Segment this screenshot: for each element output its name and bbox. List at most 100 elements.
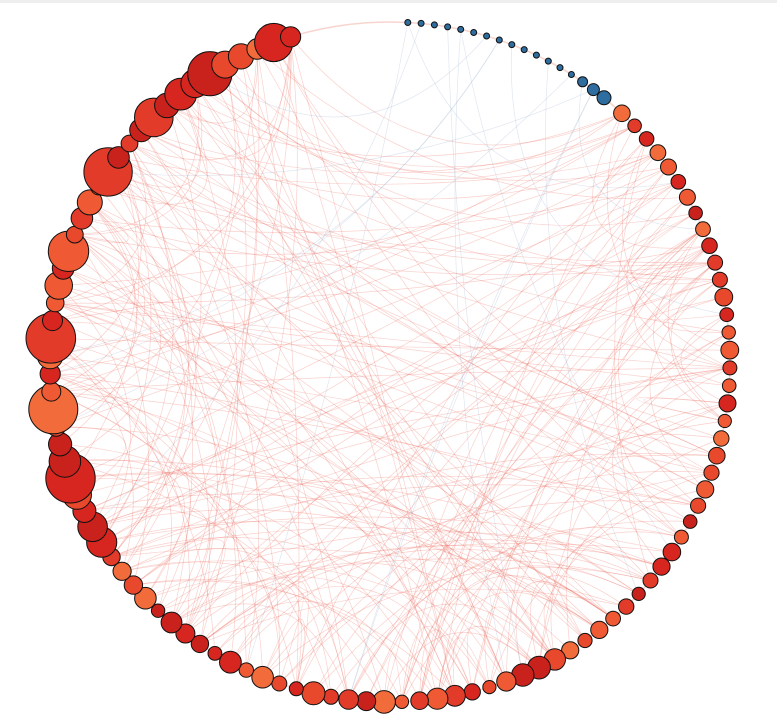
node[interactable] bbox=[112, 561, 132, 581]
edge bbox=[383, 632, 540, 703]
node[interactable] bbox=[338, 689, 359, 710]
node-minor[interactable] bbox=[508, 41, 516, 49]
node[interactable] bbox=[410, 691, 429, 711]
node-minor[interactable] bbox=[586, 83, 600, 97]
edge bbox=[111, 367, 730, 558]
node[interactable] bbox=[301, 681, 326, 706]
node-minor[interactable] bbox=[444, 23, 452, 31]
node[interactable] bbox=[160, 611, 183, 634]
edge-minor bbox=[50, 39, 500, 375]
node[interactable] bbox=[190, 634, 210, 654]
node[interactable] bbox=[48, 432, 73, 457]
node[interactable] bbox=[696, 480, 715, 499]
edge bbox=[209, 73, 720, 281]
node[interactable] bbox=[605, 610, 621, 627]
node[interactable] bbox=[721, 378, 737, 394]
node[interactable] bbox=[577, 632, 593, 649]
node[interactable] bbox=[561, 641, 580, 660]
node[interactable] bbox=[660, 158, 677, 176]
node[interactable] bbox=[673, 529, 689, 545]
node[interactable] bbox=[123, 575, 144, 595]
edge bbox=[101, 516, 672, 553]
edge bbox=[121, 548, 332, 697]
node-minor[interactable] bbox=[483, 32, 491, 40]
node[interactable] bbox=[708, 446, 726, 465]
node-minor[interactable] bbox=[495, 36, 503, 44]
node[interactable] bbox=[251, 665, 274, 689]
node[interactable] bbox=[720, 340, 740, 360]
node[interactable] bbox=[618, 598, 635, 615]
node[interactable] bbox=[394, 694, 410, 709]
edge bbox=[58, 285, 556, 660]
node[interactable] bbox=[42, 310, 63, 332]
node[interactable] bbox=[107, 146, 130, 169]
node[interactable] bbox=[219, 650, 242, 674]
node[interactable] bbox=[631, 586, 646, 602]
edge bbox=[171, 228, 704, 623]
node[interactable] bbox=[711, 271, 728, 288]
node-minor[interactable] bbox=[596, 90, 612, 106]
node[interactable] bbox=[323, 688, 339, 705]
node-minor[interactable] bbox=[544, 57, 552, 65]
node[interactable] bbox=[652, 557, 671, 576]
node[interactable] bbox=[690, 497, 707, 514]
edge bbox=[58, 285, 717, 457]
node[interactable] bbox=[642, 572, 659, 589]
node[interactable] bbox=[701, 237, 718, 254]
node[interactable] bbox=[150, 603, 166, 618]
node[interactable] bbox=[721, 325, 736, 340]
edge bbox=[50, 355, 712, 474]
node[interactable] bbox=[678, 188, 696, 206]
node[interactable] bbox=[713, 430, 730, 447]
node[interactable] bbox=[496, 671, 517, 692]
node[interactable] bbox=[175, 623, 196, 644]
node[interactable] bbox=[662, 542, 682, 562]
node[interactable] bbox=[271, 675, 288, 692]
node[interactable] bbox=[76, 189, 103, 216]
node-minor[interactable] bbox=[567, 71, 575, 78]
edge bbox=[101, 143, 174, 543]
node[interactable] bbox=[463, 683, 481, 701]
node[interactable] bbox=[482, 680, 497, 695]
node-minor[interactable] bbox=[532, 51, 540, 59]
node[interactable] bbox=[41, 381, 62, 402]
node-minor[interactable] bbox=[577, 76, 589, 88]
node[interactable] bbox=[638, 131, 655, 147]
node[interactable] bbox=[356, 691, 377, 712]
node[interactable] bbox=[207, 646, 223, 661]
node-minor[interactable] bbox=[520, 46, 528, 54]
node[interactable] bbox=[688, 205, 703, 221]
node[interactable] bbox=[695, 221, 711, 238]
node[interactable] bbox=[280, 26, 302, 48]
node[interactable] bbox=[707, 254, 724, 271]
node[interactable] bbox=[670, 174, 687, 190]
node[interactable] bbox=[714, 287, 734, 307]
node[interactable] bbox=[682, 514, 698, 529]
node[interactable] bbox=[426, 687, 449, 710]
edge bbox=[653, 245, 725, 422]
node[interactable] bbox=[703, 464, 720, 481]
edge bbox=[92, 509, 600, 631]
node[interactable] bbox=[717, 413, 732, 429]
node[interactable] bbox=[649, 144, 667, 162]
node[interactable] bbox=[718, 394, 737, 413]
node[interactable] bbox=[134, 586, 157, 610]
node-minor[interactable] bbox=[404, 19, 412, 26]
node-minor[interactable] bbox=[457, 25, 465, 33]
edge bbox=[92, 367, 730, 528]
node-minor[interactable] bbox=[417, 19, 425, 27]
edge bbox=[199, 583, 302, 689]
node-minor[interactable] bbox=[470, 29, 478, 36]
node[interactable] bbox=[288, 681, 304, 697]
node[interactable] bbox=[613, 104, 631, 123]
node[interactable] bbox=[722, 360, 738, 376]
node-minor[interactable] bbox=[430, 21, 438, 29]
node[interactable] bbox=[590, 620, 609, 640]
node[interactable] bbox=[372, 690, 396, 714]
edge bbox=[626, 181, 730, 369]
edge bbox=[118, 152, 658, 185]
node[interactable] bbox=[719, 307, 735, 323]
node[interactable] bbox=[238, 662, 255, 678]
node[interactable] bbox=[627, 118, 642, 134]
node-minor[interactable] bbox=[556, 64, 564, 72]
